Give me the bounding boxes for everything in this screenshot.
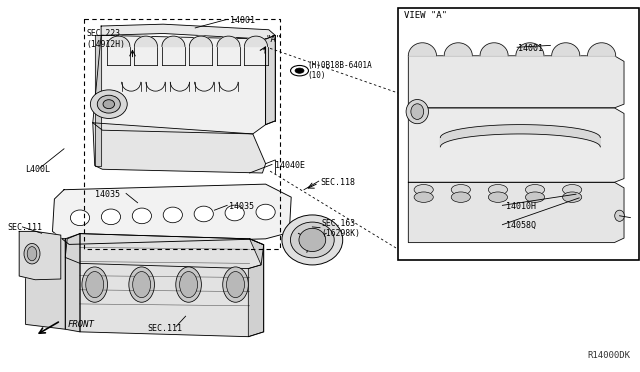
Ellipse shape	[291, 222, 334, 258]
Polygon shape	[248, 239, 264, 337]
Ellipse shape	[525, 185, 545, 195]
Ellipse shape	[101, 209, 120, 225]
Polygon shape	[80, 234, 264, 337]
Text: VIEW "A": VIEW "A"	[404, 12, 447, 20]
Ellipse shape	[97, 95, 120, 113]
Ellipse shape	[525, 192, 545, 202]
Text: 14001: 14001	[230, 16, 255, 25]
Text: SEC.118: SEC.118	[320, 178, 355, 187]
Ellipse shape	[129, 267, 154, 302]
Ellipse shape	[180, 272, 198, 298]
Polygon shape	[65, 234, 264, 269]
Polygon shape	[480, 43, 508, 56]
Text: 14010H: 14010H	[506, 202, 536, 211]
Text: 14035: 14035	[229, 202, 254, 211]
Polygon shape	[444, 43, 472, 56]
Ellipse shape	[299, 228, 326, 251]
Ellipse shape	[451, 192, 470, 202]
Polygon shape	[266, 35, 275, 125]
Text: R14000DK: R14000DK	[588, 351, 630, 360]
Ellipse shape	[24, 244, 40, 264]
Polygon shape	[93, 123, 266, 173]
Ellipse shape	[414, 185, 433, 195]
Polygon shape	[408, 43, 436, 56]
Polygon shape	[19, 231, 61, 280]
Ellipse shape	[414, 192, 433, 202]
Polygon shape	[440, 125, 600, 147]
Polygon shape	[588, 43, 616, 56]
Polygon shape	[408, 182, 624, 243]
Polygon shape	[552, 43, 580, 56]
Polygon shape	[189, 36, 212, 46]
Ellipse shape	[227, 272, 244, 298]
Ellipse shape	[451, 185, 470, 195]
Circle shape	[295, 68, 304, 73]
Ellipse shape	[256, 204, 275, 220]
Text: (H)0B18B-6401A
(10): (H)0B18B-6401A (10)	[307, 61, 372, 80]
Text: 14035: 14035	[95, 190, 120, 199]
Polygon shape	[95, 35, 101, 166]
Ellipse shape	[103, 100, 115, 109]
Ellipse shape	[488, 192, 508, 202]
Ellipse shape	[90, 90, 127, 118]
Text: L400L: L400L	[26, 165, 51, 174]
Polygon shape	[26, 234, 65, 329]
Ellipse shape	[194, 206, 213, 222]
Text: "A": "A"	[266, 35, 282, 44]
Ellipse shape	[411, 104, 424, 119]
Bar	[95, 95, 108, 113]
Ellipse shape	[225, 205, 244, 221]
Polygon shape	[107, 36, 130, 46]
Text: SEC.223
(14912H): SEC.223 (14912H)	[86, 29, 125, 49]
Ellipse shape	[163, 207, 182, 223]
Circle shape	[291, 65, 308, 76]
Polygon shape	[134, 36, 157, 46]
Ellipse shape	[282, 215, 343, 265]
Ellipse shape	[176, 267, 202, 302]
Ellipse shape	[563, 192, 582, 202]
Text: SEC.111: SEC.111	[147, 324, 182, 333]
Ellipse shape	[615, 210, 624, 221]
Polygon shape	[408, 56, 624, 108]
Polygon shape	[52, 184, 291, 244]
Text: 14040E: 14040E	[275, 161, 305, 170]
Ellipse shape	[27, 247, 36, 261]
Polygon shape	[65, 234, 80, 332]
Polygon shape	[162, 36, 185, 46]
Ellipse shape	[70, 210, 90, 225]
Ellipse shape	[488, 185, 508, 195]
Ellipse shape	[223, 267, 248, 302]
Text: SEC.163
(16298K): SEC.163 (16298K)	[321, 219, 360, 238]
Bar	[398, 8, 639, 260]
Polygon shape	[93, 35, 266, 134]
Text: FRONT: FRONT	[67, 320, 94, 329]
Ellipse shape	[132, 272, 150, 298]
Ellipse shape	[132, 208, 152, 224]
Text: 14058Q: 14058Q	[506, 221, 536, 230]
Ellipse shape	[82, 267, 108, 302]
Text: SEC.111: SEC.111	[8, 223, 43, 232]
Ellipse shape	[86, 272, 104, 298]
Polygon shape	[516, 43, 544, 56]
Polygon shape	[244, 36, 268, 46]
Polygon shape	[408, 108, 624, 182]
Text: 14001: 14001	[518, 44, 543, 53]
Polygon shape	[217, 36, 240, 46]
Ellipse shape	[406, 100, 429, 124]
Polygon shape	[101, 24, 275, 39]
Ellipse shape	[563, 185, 582, 195]
